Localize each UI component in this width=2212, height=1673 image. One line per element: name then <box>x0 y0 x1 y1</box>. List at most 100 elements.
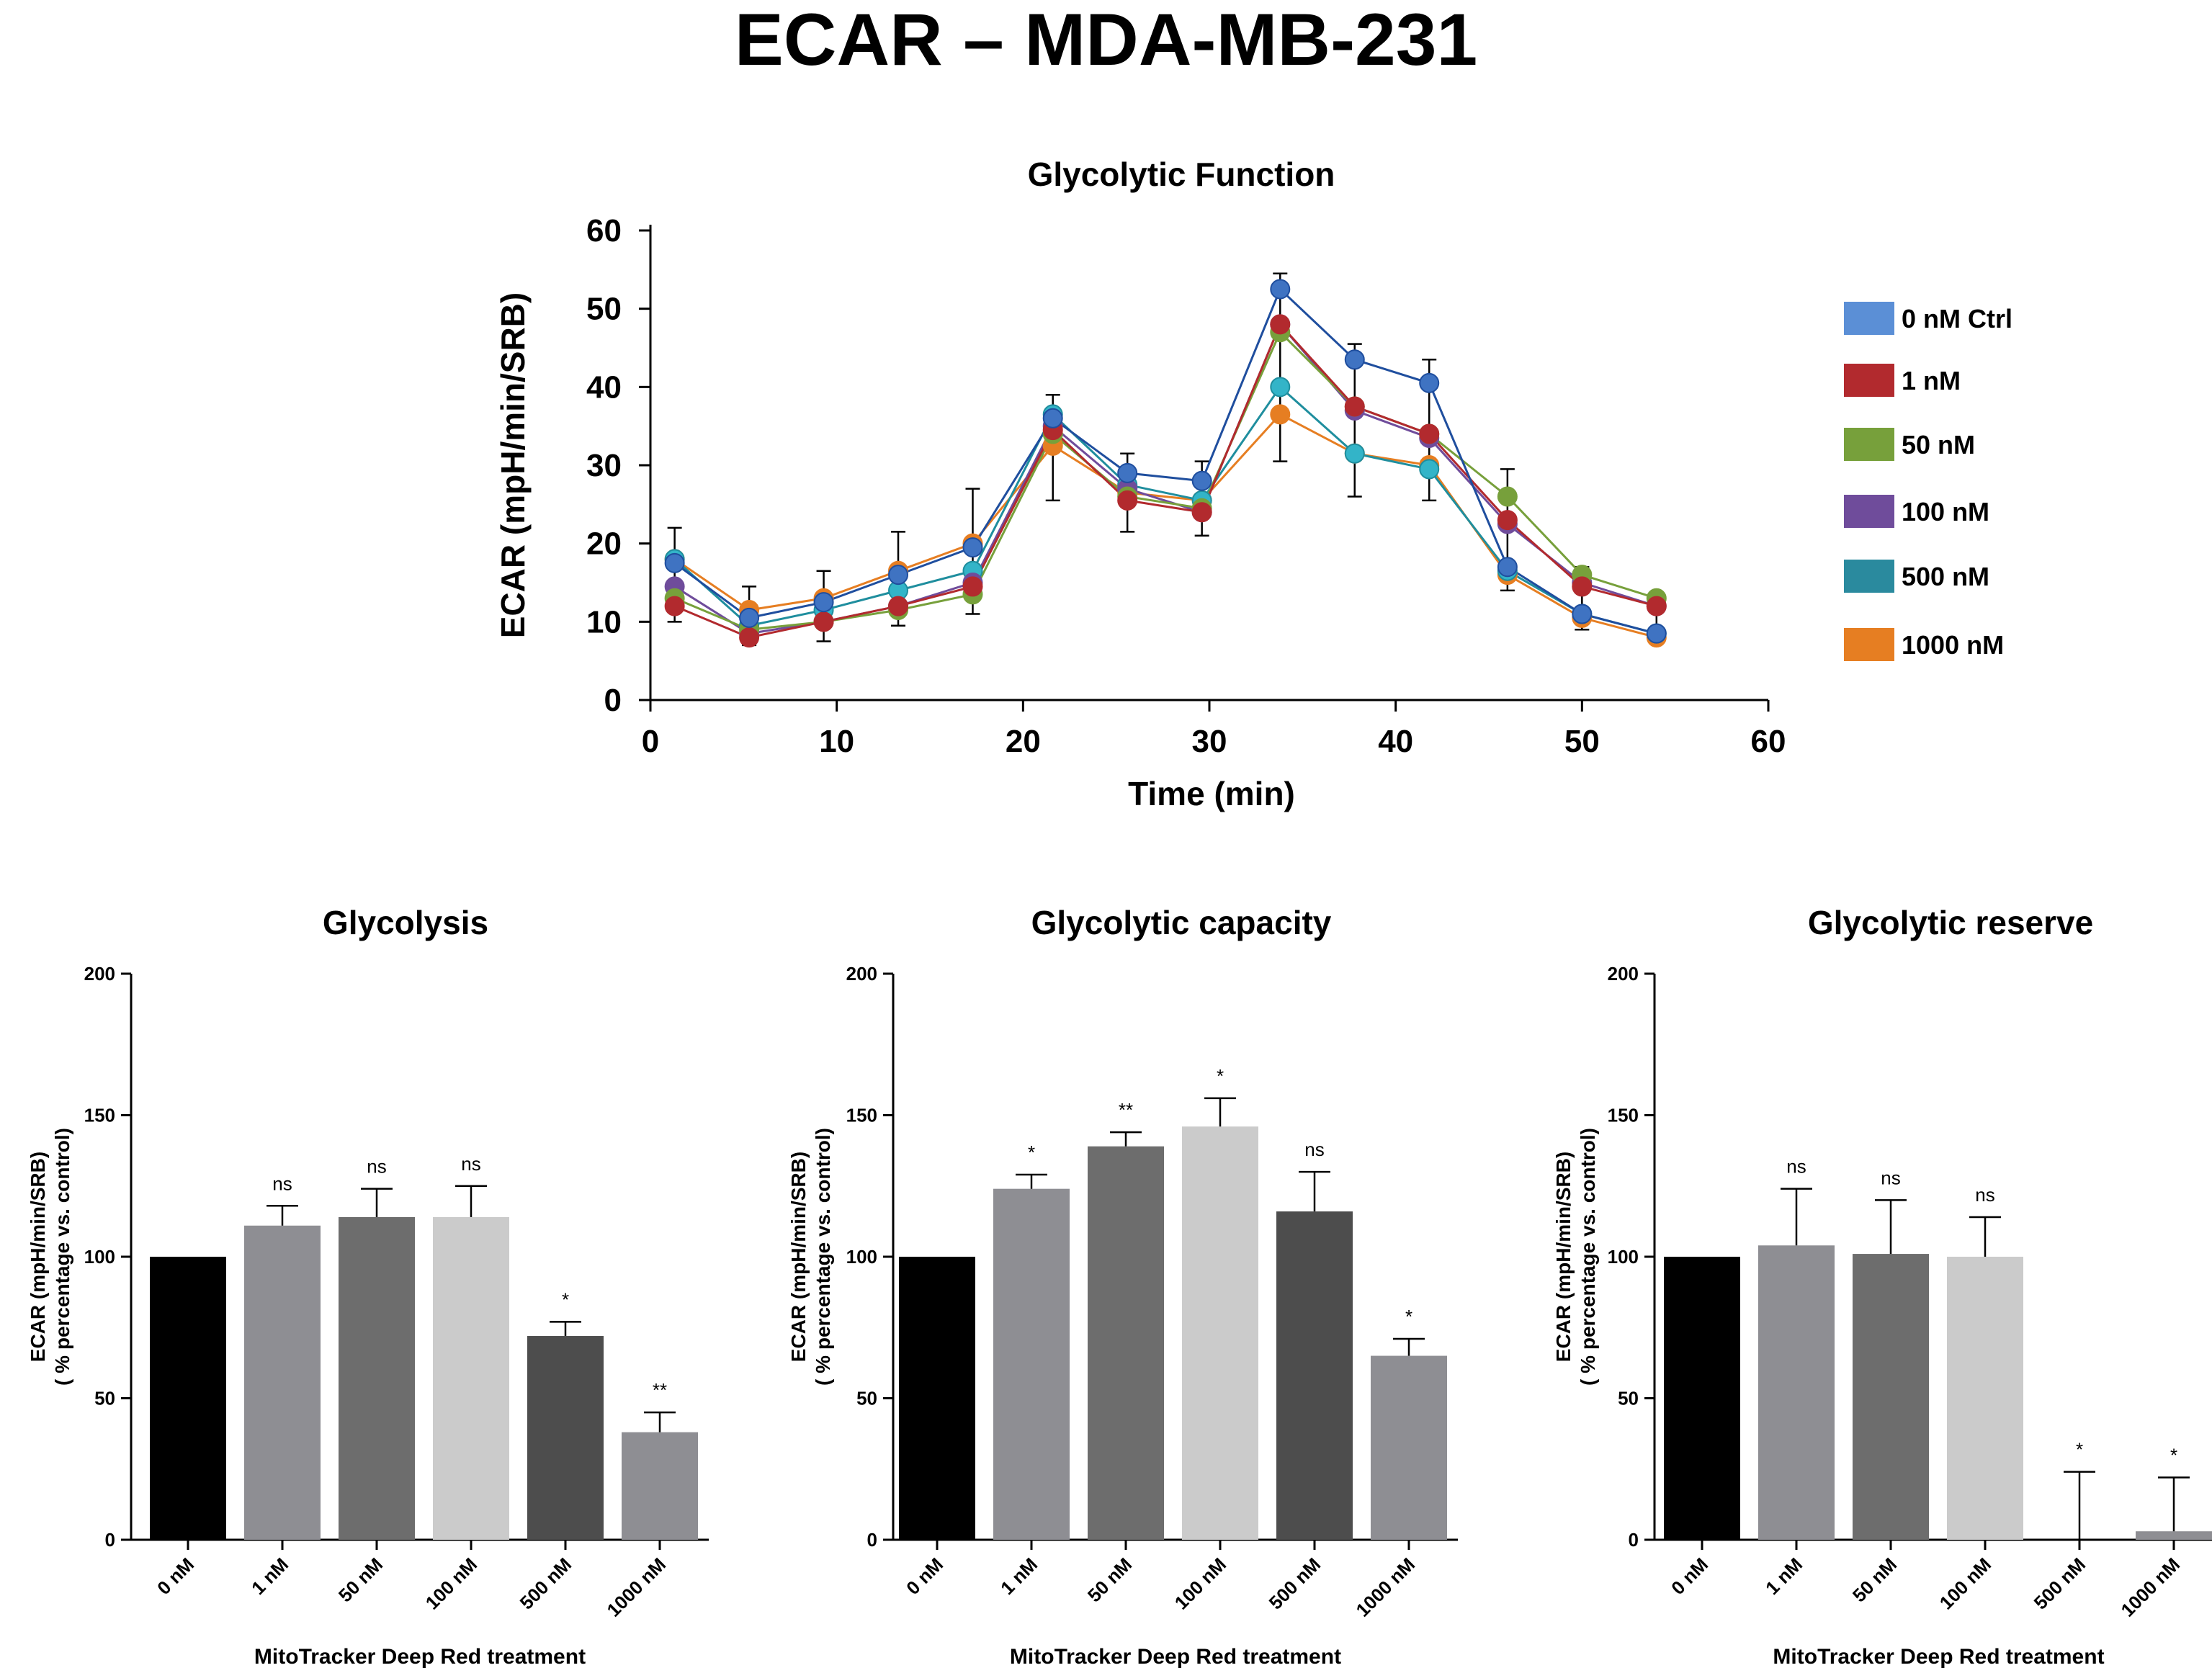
bar <box>527 1336 604 1540</box>
bar-chart-y-label-secondary: ( % percentage vs. control) <box>51 1128 73 1386</box>
significance-label: ns <box>272 1172 292 1194</box>
bar-chart-y-tick-label: 200 <box>846 963 877 984</box>
bar-error-bar <box>455 1185 487 1217</box>
bar-category-label: 1 nM <box>996 1553 1042 1599</box>
significance-label: * <box>2076 1439 2083 1461</box>
line-chart-x-tick-label: 30 <box>1192 724 1227 759</box>
line-chart-y-tick-label: 30 <box>586 448 622 483</box>
bar-category-label: 1000 nM <box>1351 1553 1419 1621</box>
bar-chart-y-label-secondary: ( % percentage vs. control) <box>812 1128 834 1386</box>
bar <box>1276 1211 1353 1540</box>
line-chart-y-tick-label: 60 <box>586 213 622 248</box>
series-point-0 <box>664 552 685 573</box>
series-point-1 <box>813 611 834 632</box>
significance-label: ** <box>653 1379 667 1401</box>
bar <box>1947 1257 2023 1540</box>
line-chart-y-tick-label: 50 <box>586 292 622 327</box>
series-point-1 <box>1270 314 1291 335</box>
series-point-0 <box>1344 349 1365 370</box>
bar-category-label: 100 nM <box>1935 1553 1996 1614</box>
bar <box>1371 1355 1447 1540</box>
line-chart-y-tick-label: 10 <box>586 604 622 640</box>
line-chart-error-bar <box>1273 272 1288 462</box>
bar <box>339 1216 415 1540</box>
series-line-3 <box>673 322 1657 635</box>
bar-error-bar <box>267 1205 298 1226</box>
bar-chart-2: Glycolytic capacity 0 50 100 150 200 0 nM * 1 nM… <box>787 904 1458 1669</box>
bar-chart-y-label: ECAR (mpH/min/SRB) <box>787 1152 810 1362</box>
series-point-1 <box>1572 576 1593 597</box>
line-chart-y-tick-label: 40 <box>586 369 622 405</box>
bar-chart-y-tick-label: 200 <box>1608 963 1639 984</box>
bar-chart-y-tick-label: 100 <box>846 1246 877 1268</box>
line-chart-x-label: Time (min) <box>1128 775 1295 812</box>
legend-label-1: 1 nM <box>1902 366 1961 395</box>
series-point-0 <box>1117 462 1138 483</box>
bar-error-bar <box>1204 1097 1236 1127</box>
bar-category-label: 1000 nM <box>602 1553 670 1621</box>
series-line-0 <box>673 287 1657 635</box>
bar-chart-title: Glycolytic reserve <box>1808 904 2093 941</box>
bar <box>2136 1531 2212 1540</box>
bar-category-label: 50 nM <box>334 1553 387 1606</box>
legend-swatch-3 <box>1844 495 1894 528</box>
series-point-0 <box>813 592 834 613</box>
bar-chart-y-label: ECAR (mpH/min/SRB) <box>27 1152 49 1362</box>
series-point-1 <box>739 627 760 648</box>
legend-swatch-0 <box>1844 302 1894 335</box>
bar-category-label: 1 nM <box>1761 1553 1806 1599</box>
series-point-1 <box>1419 423 1440 444</box>
bar-chart-y-tick-label: 150 <box>1608 1105 1639 1126</box>
significance-label: * <box>2170 1445 2177 1466</box>
bar-category-label: 50 nM <box>1083 1553 1136 1606</box>
series-point-0 <box>1497 557 1518 578</box>
bar-chart-y-tick-label: 150 <box>846 1105 877 1126</box>
bar-chart-y-label: ECAR (mpH/min/SRB) <box>1552 1152 1575 1362</box>
significance-label: * <box>1405 1306 1412 1327</box>
series-point-1 <box>962 576 983 597</box>
series-point-4 <box>1344 443 1365 464</box>
bar-chart-y-tick-label: 200 <box>84 963 115 984</box>
series-point-2 <box>1497 486 1518 507</box>
bar <box>433 1216 509 1540</box>
bar-category-label: 0 nM <box>1667 1553 1712 1599</box>
legend-label-3: 100 nM <box>1902 497 1989 526</box>
series-point-1 <box>1497 510 1518 531</box>
bar-category-label: 50 nM <box>1848 1553 1901 1606</box>
series-point-1 <box>1646 596 1667 616</box>
bar-error-bar <box>1969 1216 2001 1257</box>
legend-label-5: 1000 nM <box>1902 630 2004 660</box>
legend-swatch-1 <box>1844 364 1894 397</box>
series-line-5 <box>673 413 1657 639</box>
bar-chart-y-tick-label: 0 <box>867 1529 877 1551</box>
series-line-4 <box>673 385 1657 635</box>
bar-category-label: 500 nM <box>516 1553 576 1614</box>
bar-chart-y-tick-label: 0 <box>105 1529 115 1551</box>
bar-chart-y-label-secondary: ( % percentage vs. control) <box>1577 1128 1599 1386</box>
bar-chart-y-tick-label: 100 <box>1608 1246 1639 1268</box>
bar-chart-title: Glycolytic capacity <box>1031 904 1332 941</box>
series-point-4 <box>1270 377 1291 398</box>
legend-label-0: 0 nM Ctrl <box>1902 304 2012 333</box>
series-point-1 <box>1191 502 1212 523</box>
bar-error-bar <box>1393 1337 1425 1356</box>
line-chart-x-tick-label: 0 <box>642 724 659 759</box>
series-point-0 <box>1419 372 1440 393</box>
bar <box>899 1257 975 1540</box>
line-chart-x-tick-label: 10 <box>819 724 854 759</box>
series-point-4 <box>1419 459 1440 480</box>
line-chart-x-tick-label: 60 <box>1751 724 1786 759</box>
significance-label: * <box>1217 1065 1224 1087</box>
bar-category-label: 100 nM <box>421 1553 482 1614</box>
bar <box>993 1188 1070 1540</box>
legend-swatch-5 <box>1844 628 1894 661</box>
bar-error-bar <box>1781 1188 1812 1246</box>
bar-chart-y-tick-label: 150 <box>84 1105 115 1126</box>
bar-chart-x-label: MitoTracker Deep Red treatment <box>1773 1645 2104 1669</box>
bar-chart-y-tick-label: 0 <box>1629 1529 1639 1551</box>
bar-error-bar <box>2158 1476 2190 1532</box>
bar-category-label: 500 nM <box>2030 1553 2090 1614</box>
bar-error-bar <box>1016 1173 1047 1189</box>
bar-category-label: 100 nM <box>1170 1553 1231 1614</box>
